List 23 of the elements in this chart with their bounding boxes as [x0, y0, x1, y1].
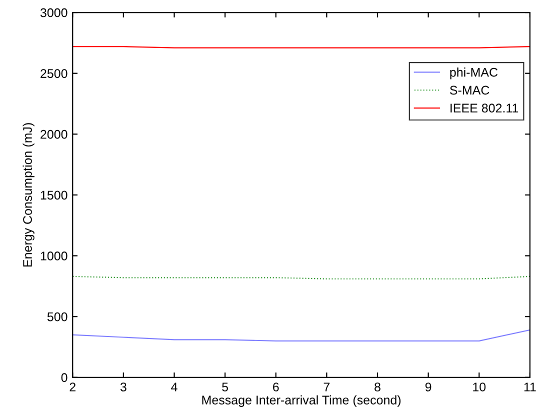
x-tick-label: 3 — [120, 382, 126, 392]
y-tick-label: 3000 — [40, 8, 68, 18]
x-tick-label: 6 — [273, 382, 279, 392]
legend-label: IEEE 802.11 — [450, 104, 518, 113]
legend-label: S-MAC — [450, 86, 490, 95]
y-axis-title: Energy Consumption (mJ) — [22, 123, 34, 267]
x-tick-label: 8 — [374, 382, 380, 392]
y-tick-label: 1000 — [40, 252, 68, 260]
x-tick-label: 9 — [425, 382, 432, 392]
x-tick-label: 4 — [171, 382, 178, 392]
y-tick-label: 0 — [61, 373, 68, 382]
x-tick-label: 5 — [222, 382, 228, 392]
x-tick-label: 11 — [524, 382, 536, 392]
y-tick-label: 1500 — [40, 190, 68, 200]
x-axis-title: Message Inter-arrival Time (second) — [202, 395, 401, 407]
legend-label: phi-MAC — [450, 68, 498, 80]
y-tick-label: 2500 — [40, 69, 68, 78]
y-tick-label: 500 — [47, 312, 68, 322]
x-tick-label: 10 — [473, 382, 486, 392]
x-tick-label: 7 — [324, 382, 330, 392]
line-series — [72, 329, 530, 342]
y-tick-label: 2000 — [40, 130, 68, 139]
x-tick-label: 2 — [70, 382, 76, 392]
